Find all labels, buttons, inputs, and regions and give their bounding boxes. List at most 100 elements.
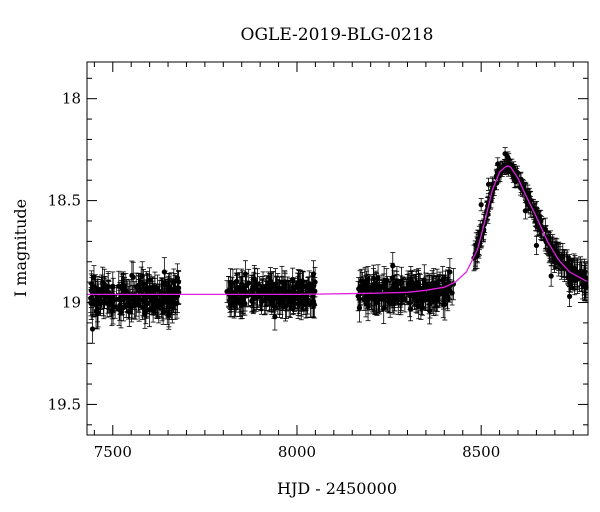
data-point [306,270,312,297]
point-marker [154,299,161,305]
data-point [291,284,297,309]
point-marker [522,208,528,214]
model-curve [87,165,589,296]
point-marker [566,293,573,299]
point-marker [242,271,249,277]
point-marker [165,296,171,302]
point-marker [137,288,143,294]
data-point [275,273,281,303]
point-marker [246,280,252,286]
data-point [139,261,145,291]
point-marker [389,292,395,298]
data-point [413,273,419,304]
data-point [129,260,135,291]
point-marker [408,306,414,312]
point-marker [375,274,381,281]
point-marker [269,285,275,291]
data-point [242,260,249,288]
point-marker [426,308,433,314]
data-points [88,147,589,344]
data-point [310,260,317,288]
y-tick-label: 18.5 [48,192,81,210]
point-marker [166,301,173,308]
point-marker [118,284,125,290]
data-point [408,297,414,322]
point-marker [577,268,584,274]
point-marker [89,326,96,332]
plot-area [87,147,589,344]
point-marker [525,190,531,196]
point-marker [379,295,385,301]
point-marker [408,279,414,285]
data-point [165,285,171,313]
point-marker [272,281,279,287]
point-marker [170,295,177,302]
data-point [445,277,451,302]
x-tick-label: 8000 [278,443,316,461]
data-point [426,297,433,325]
point-marker [564,261,570,267]
point-marker [252,278,258,284]
point-marker [172,286,178,292]
data-point [420,278,426,308]
data-point [426,279,432,306]
point-marker [108,299,114,305]
point-marker [140,298,146,304]
point-marker [300,283,307,290]
data-point [161,257,167,287]
point-marker [297,279,303,285]
data-point [95,298,101,328]
point-marker [132,292,138,299]
data-point [154,285,161,318]
point-marker [511,177,517,183]
data-point [478,198,484,212]
data-point [429,289,435,314]
point-marker [146,277,153,283]
data-point [441,275,448,306]
data-point [227,268,234,297]
point-marker [441,287,448,293]
data-point [100,287,107,317]
point-marker [227,279,234,285]
point-marker [144,294,150,300]
data-point [251,285,257,312]
data-point [119,283,125,315]
data-point [365,291,371,322]
point-marker [259,289,265,295]
data-point [485,177,492,191]
point-marker [237,300,244,306]
data-point [522,202,528,220]
point-marker [429,299,435,305]
data-point [118,272,125,301]
point-marker [159,305,165,311]
point-marker [533,242,540,249]
data-point [572,255,578,285]
data-point [91,275,97,304]
point-marker [272,314,278,320]
point-marker [355,293,361,299]
point-marker [160,294,166,300]
point-marker [139,304,146,310]
point-marker [372,297,378,303]
data-point [379,283,385,312]
point-marker [426,289,432,295]
point-marker [110,283,116,289]
x-tick-label: 7500 [94,443,132,461]
point-marker [251,295,257,301]
data-point [160,279,166,314]
point-marker [433,288,439,294]
point-marker [407,300,413,306]
point-marker [150,292,156,298]
point-marker [357,283,363,290]
chart-title: OGLE-2019-BLG-0218 [241,25,434,45]
data-point [159,295,165,322]
data-point [577,256,584,287]
data-point [433,275,439,308]
data-point [357,270,363,303]
point-marker [306,281,312,287]
point-marker [312,288,318,294]
point-marker [129,297,136,303]
data-point [89,314,96,344]
point-marker [506,157,512,163]
point-marker [485,181,492,187]
